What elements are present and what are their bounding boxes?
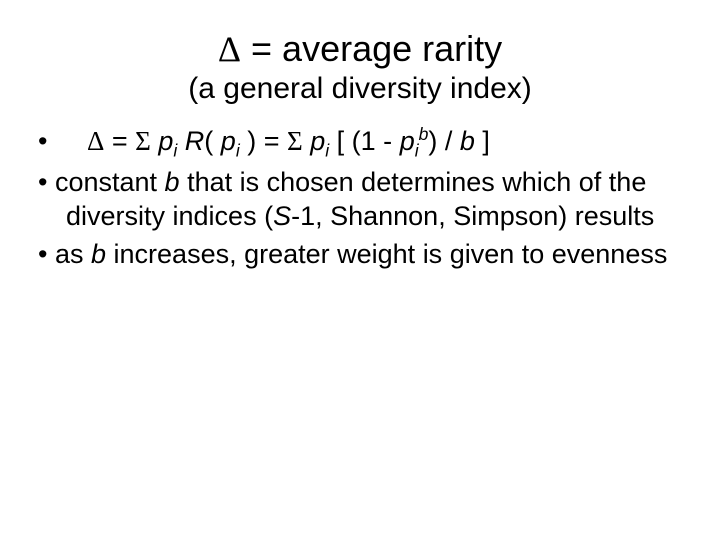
slide-title: Δ = average rarity: [30, 28, 690, 70]
bullet-list: Δ = Σ pi R( pi ) = Σ pi [ (1 - pib) / b …: [30, 124, 690, 272]
slide-subtitle: (a general diversity index): [30, 72, 690, 106]
list-item: as b increases, greater weight is given …: [38, 238, 690, 272]
list-item: Δ = Σ pi R( pi ) = Σ pi [ (1 - pib) / b …: [38, 124, 690, 162]
list-item: constant b that is chosen determines whi…: [38, 166, 690, 234]
